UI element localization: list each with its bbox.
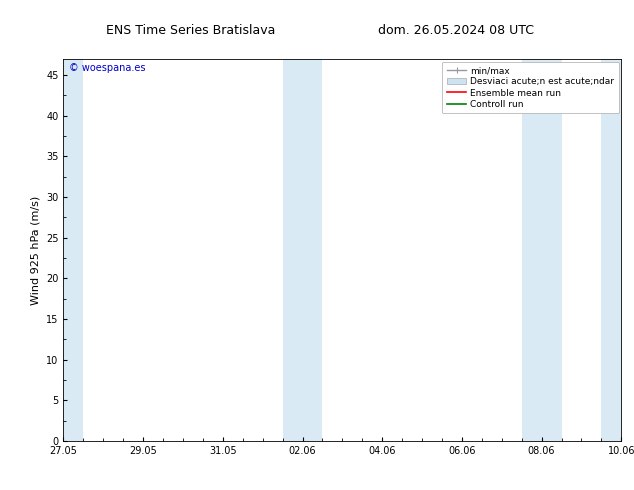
Bar bbox=[602, 59, 621, 441]
Text: © woespana.es: © woespana.es bbox=[69, 63, 145, 73]
Bar bbox=[522, 59, 562, 441]
Bar bbox=[283, 59, 323, 441]
Y-axis label: Wind 925 hPa (m/s): Wind 925 hPa (m/s) bbox=[30, 196, 41, 304]
Bar bbox=[63, 59, 83, 441]
Legend: min/max, Desviaci acute;n est acute;ndar, Ensemble mean run, Controll run: min/max, Desviaci acute;n est acute;ndar… bbox=[442, 62, 619, 113]
Text: dom. 26.05.2024 08 UTC: dom. 26.05.2024 08 UTC bbox=[378, 24, 534, 38]
Text: ENS Time Series Bratislava: ENS Time Series Bratislava bbox=[105, 24, 275, 38]
